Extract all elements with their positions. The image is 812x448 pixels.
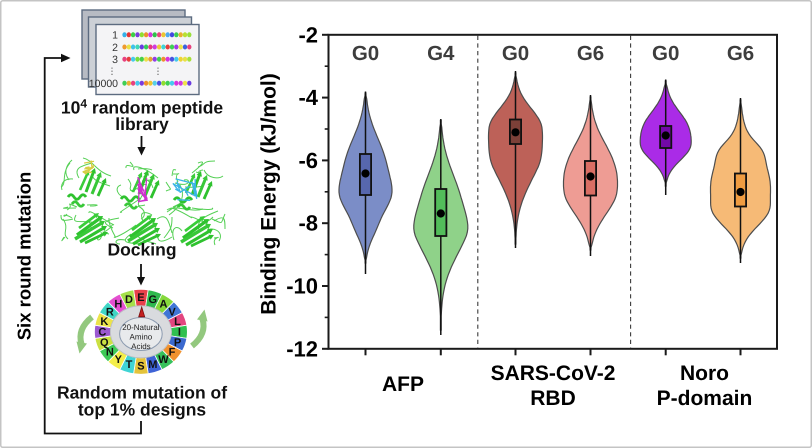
svg-text:⋮: ⋮	[108, 66, 117, 76]
svg-text:Six round mutation: Six round mutation	[14, 172, 35, 341]
svg-text:10000: 10000	[89, 78, 118, 90]
svg-text:T: T	[126, 359, 133, 371]
svg-text:C: C	[98, 326, 106, 338]
svg-text:N: N	[106, 347, 114, 359]
svg-text:Amino: Amino	[130, 333, 153, 342]
svg-text:-2: -2	[298, 22, 318, 47]
svg-text:-12: -12	[286, 336, 318, 361]
svg-text:-6: -6	[298, 148, 318, 173]
svg-text:G4: G4	[427, 42, 455, 65]
svg-text:RBD: RBD	[530, 387, 576, 410]
svg-text:H: H	[114, 299, 122, 311]
svg-text:G0: G0	[502, 42, 529, 65]
svg-text:3: 3	[112, 54, 118, 66]
svg-text:E: E	[137, 292, 144, 304]
svg-text:W: W	[158, 354, 169, 366]
svg-text:I: I	[178, 326, 181, 338]
svg-text:⋮: ⋮	[154, 66, 163, 76]
svg-text:104 random peptide: 104 random peptide	[61, 97, 224, 118]
svg-text:Noro: Noro	[680, 362, 729, 385]
svg-text:Q: Q	[100, 337, 109, 349]
svg-text:library: library	[115, 114, 169, 134]
svg-text:-10: -10	[286, 274, 318, 299]
svg-text:G: G	[149, 294, 158, 306]
svg-text:G6: G6	[727, 42, 754, 65]
svg-text:A: A	[160, 299, 168, 311]
svg-text:D: D	[125, 294, 133, 306]
svg-text:P: P	[174, 337, 181, 349]
svg-text:SARS-CoV-2: SARS-CoV-2	[491, 362, 616, 385]
svg-text:L: L	[174, 316, 181, 328]
svg-text:Y: Y	[115, 354, 123, 366]
svg-text:2: 2	[112, 42, 118, 54]
svg-text:-4: -4	[298, 85, 318, 110]
svg-text:20-Natural: 20-Natural	[122, 323, 160, 332]
svg-text:1: 1	[112, 30, 118, 42]
svg-text:M: M	[148, 359, 157, 371]
svg-text:R: R	[106, 306, 114, 318]
svg-text:Docking: Docking	[107, 240, 176, 260]
svg-text:V: V	[168, 306, 176, 318]
svg-text:-8: -8	[298, 211, 318, 236]
svg-text:Acids: Acids	[131, 342, 151, 351]
svg-text:G0: G0	[652, 42, 679, 65]
svg-text:P-domain: P-domain	[657, 387, 753, 410]
svg-text:Binding Energy (kJ/mol): Binding Energy (kJ/mol)	[258, 73, 281, 315]
svg-text:F: F	[169, 347, 176, 359]
svg-text:AFP: AFP	[382, 373, 424, 396]
svg-text:Random mutation of: Random mutation of	[57, 383, 227, 403]
svg-text:top 1% designs: top 1% designs	[78, 400, 207, 420]
svg-text:G0: G0	[352, 42, 379, 65]
svg-text:G6: G6	[577, 42, 604, 65]
svg-text:K: K	[100, 316, 108, 328]
svg-text:S: S	[137, 361, 144, 373]
